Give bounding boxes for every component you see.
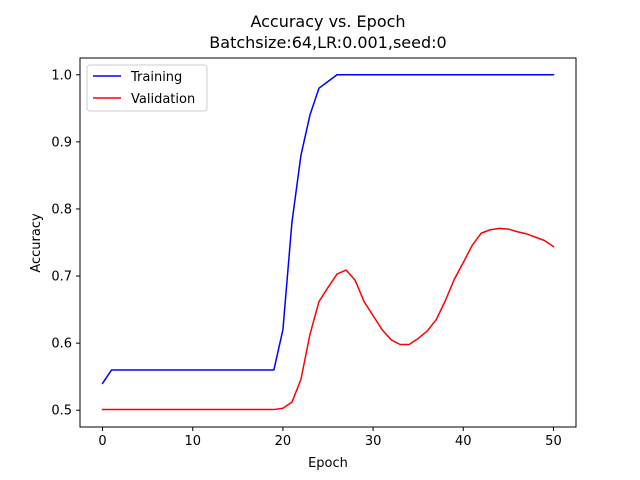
series-line-validation [101, 227, 555, 411]
y-tick-label: 0.6 [51, 337, 72, 352]
x-tick-label: 20 [275, 434, 292, 449]
chart-title: Accuracy vs. Epoch [250, 12, 405, 31]
x-tick-label: 0 [98, 434, 106, 449]
chart-subtitle: Batchsize:64,LR:0.001,seed:0 [209, 33, 446, 52]
y-tick-label: 0.7 [51, 270, 72, 285]
plot-frame [79, 57, 577, 428]
x-tick-label: 40 [455, 434, 472, 449]
x-axis-ticks: 0 10 20 30 40 50 [98, 427, 562, 449]
legend-label-training: Training [130, 70, 182, 85]
legend: Training Validation [86, 64, 208, 112]
y-tick-label: 0.9 [51, 135, 72, 150]
series-line-training [101, 74, 555, 385]
y-tick-label: 1.0 [51, 68, 72, 83]
x-tick-label: 10 [184, 434, 201, 449]
y-axis-ticks: 0.5 0.6 0.7 0.8 0.9 1.0 [51, 68, 80, 419]
y-axis-label: Accuracy [29, 213, 44, 273]
x-tick-label: 50 [545, 434, 562, 449]
y-tick-label: 0.5 [51, 404, 72, 419]
legend-label-validation: Validation [131, 92, 195, 107]
x-axis-label: Epoch [308, 456, 348, 471]
y-tick-label: 0.8 [51, 202, 72, 217]
series-layer [101, 74, 555, 411]
x-tick-label: 30 [365, 434, 382, 449]
